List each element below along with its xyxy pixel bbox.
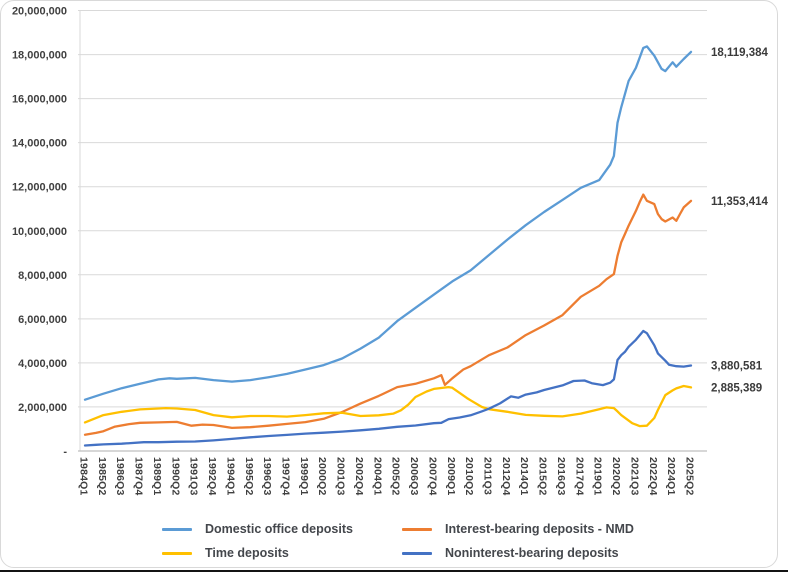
x-axis-tick-label: 2004Q1	[371, 457, 383, 496]
x-axis-tick-label: 2010Q2	[463, 457, 475, 496]
series-end-label-noninterest-bearing-deposits: 3,880,581	[711, 361, 763, 373]
series-line-time-deposits	[83, 384, 693, 428]
legend: Domestic office deposits Interest-bearin…	[162, 518, 634, 564]
x-axis-tick-label: 2014Q1	[518, 457, 530, 496]
x-axis-tick-label: 2020Q2	[610, 457, 622, 496]
y-axis-tick-label: 6,000,000	[18, 314, 67, 326]
x-axis-tick-label: 2001Q3	[335, 457, 347, 496]
x-axis-tick-label: 1997Q4	[280, 457, 292, 496]
x-axis-tick-label: 2011Q3	[482, 457, 494, 495]
legend-marker-domestic-office-deposits	[162, 527, 192, 531]
y-axis-tick-label: 16,000,000	[12, 94, 67, 106]
x-axis-tick-label: 1985Q2	[96, 457, 108, 496]
legend-marker-noninterest-bearing-deposits	[402, 551, 432, 555]
x-axis-tick-label: 1999Q1	[298, 457, 310, 496]
x-axis-tick-label: 1996Q3	[261, 457, 273, 496]
legend-marker-time-deposits	[162, 551, 192, 555]
x-axis-tick-label: 2017Q4	[573, 457, 585, 496]
screenshot-bottom-border	[0, 570, 788, 572]
x-axis-tick-label: 1991Q3	[188, 457, 200, 496]
x-axis-tick-label: 2007Q4	[426, 457, 438, 496]
series-line-domestic-office-deposits	[83, 45, 693, 401]
y-axis-tick-label: 8,000,000	[18, 270, 67, 282]
y-axis-tick-label: 12,000,000	[12, 182, 67, 194]
x-axis-tick-label: 2012Q4	[500, 457, 512, 496]
x-axis-tick-label: 1994Q1	[224, 457, 236, 496]
x-axis-tick-label: 1984Q1	[78, 457, 90, 496]
legend-item-domestic-office-deposits: Domestic office deposits	[162, 518, 402, 540]
legend-item-interest-bearing-deposits-nmd: Interest-bearing deposits - NMD	[402, 518, 634, 540]
x-axis-tick-label: 1995Q2	[243, 457, 255, 496]
series-line-noninterest-bearing-deposits	[83, 329, 693, 447]
y-axis-tick-label: 20,000,000	[12, 6, 67, 18]
x-axis-tick-label: 2016Q3	[555, 457, 567, 496]
x-axis-tick-label: 2000Q2	[316, 457, 328, 496]
y-axis-tick-label: 10,000,000	[12, 226, 67, 238]
x-axis-tick-label: 2024Q1	[665, 457, 677, 496]
x-axis-tick-label: 1987Q4	[133, 457, 145, 496]
series-end-label-domestic-office-deposits: 18,119,384	[711, 47, 769, 59]
series-end-label-interest-bearing-deposits-nmd: 11,353,414	[711, 196, 769, 208]
legend-label: Domestic office deposits	[205, 522, 353, 536]
legend-label: Noninterest-bearing deposits	[445, 546, 619, 560]
x-axis-tick-label: 1992Q4	[206, 457, 218, 496]
series-end-label-time-deposits: 2,885,389	[711, 382, 762, 394]
x-axis-tick-label: 1989Q1	[151, 457, 163, 496]
x-axis-tick-label: 2022Q4	[647, 457, 659, 496]
legend-marker-interest-bearing-deposits-nmd	[402, 527, 432, 531]
x-axis-tick-label: 2006Q3	[408, 457, 420, 496]
y-axis-tick-label: -	[63, 446, 67, 458]
legend-item-noninterest-bearing-deposits: Noninterest-bearing deposits	[402, 542, 634, 564]
x-axis-tick-label: 2025Q2	[684, 457, 696, 496]
legend-label: Interest-bearing deposits - NMD	[445, 522, 634, 536]
legend-item-time-deposits: Time deposits	[162, 542, 402, 564]
y-axis-tick-label: 2,000,000	[18, 402, 67, 414]
y-axis-tick-label: 4,000,000	[18, 358, 67, 370]
x-axis-tick-label: 2015Q2	[537, 457, 549, 496]
x-axis-tick-label: 2019Q1	[592, 457, 604, 496]
x-axis-tick-label: 2002Q4	[353, 457, 365, 496]
x-axis-tick-label: 2009Q1	[445, 457, 457, 496]
x-axis-tick-label: 2005Q2	[390, 457, 402, 496]
legend-label: Time deposits	[205, 546, 289, 560]
y-axis-tick-label: 18,000,000	[12, 50, 67, 62]
x-axis-tick-label: 1986Q3	[114, 457, 126, 496]
series-line-interest-bearing-deposits-nmd	[83, 193, 693, 436]
y-axis-tick-label: 14,000,000	[12, 138, 67, 150]
x-axis-tick-label: 1990Q2	[169, 457, 181, 496]
x-axis-tick-label: 2021Q3	[628, 457, 640, 496]
